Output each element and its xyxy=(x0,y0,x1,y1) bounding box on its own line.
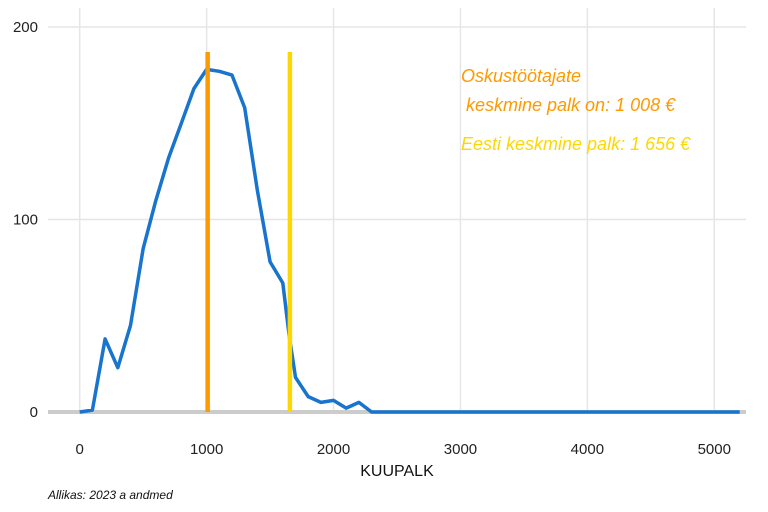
x-tick-label: 1000 xyxy=(190,441,223,458)
annotation-text: Oskustöötajate xyxy=(461,66,581,86)
x-tick-label: 5000 xyxy=(698,441,731,458)
y-tick-label: 0 xyxy=(30,404,38,421)
y-tick-label: 200 xyxy=(13,19,38,36)
x-tick-label: 4000 xyxy=(571,441,604,458)
reference-lines xyxy=(205,52,293,412)
y-axis-ticks: 0 100 200 xyxy=(13,19,38,421)
annotations: Oskustöötajate keskmine palk on: 1 008 €… xyxy=(461,66,691,154)
source-note: Allikas: 2023 a andmed xyxy=(48,488,173,502)
series-group xyxy=(79,67,740,414)
annotation-text: Eesti keskmine palk: 1 656 € xyxy=(461,134,691,154)
x-tick-label: 3000 xyxy=(444,441,477,458)
series-line-0 xyxy=(79,67,740,414)
y-tick-label: 100 xyxy=(13,212,38,229)
x-axis-ticks: 0 1000 2000 3000 4000 5000 xyxy=(76,441,731,458)
x-tick-label: 0 xyxy=(76,441,84,458)
annotation-text: keskmine palk on: 1 008 € xyxy=(461,95,676,115)
x-axis-title: KUUPALK xyxy=(360,463,434,480)
x-tick-label: 2000 xyxy=(317,441,350,458)
